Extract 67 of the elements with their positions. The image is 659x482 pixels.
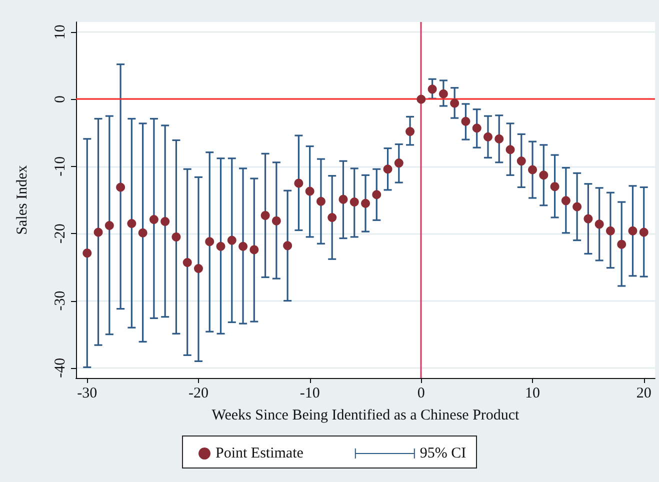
- point: [82, 248, 92, 258]
- point: [550, 182, 560, 192]
- y-tick-label: 0: [52, 95, 68, 103]
- point: [594, 220, 604, 229]
- point: [472, 124, 482, 133]
- point: [428, 84, 437, 94]
- point: [238, 242, 248, 251]
- y-axis-title: Sales Index: [14, 164, 30, 235]
- point: [606, 226, 615, 236]
- y-tick-label: -20: [52, 224, 68, 244]
- point: [406, 126, 415, 136]
- point: [182, 258, 192, 267]
- x-axis-title: Weeks Since Being Identified as a Chinese Product: [212, 408, 520, 424]
- point: [483, 132, 492, 142]
- point: [394, 158, 404, 168]
- y-tick-label: -30: [52, 290, 68, 311]
- point: [438, 89, 448, 98]
- x-tick-label: 20: [636, 386, 652, 402]
- y-tick-label: -40: [52, 358, 68, 378]
- point: [494, 134, 504, 144]
- point: [617, 240, 626, 249]
- point: [149, 214, 158, 224]
- x-tick-label: -10: [300, 386, 320, 402]
- point: [260, 210, 270, 220]
- point: [283, 241, 292, 250]
- point: [383, 164, 392, 174]
- x-tick-label: -20: [188, 386, 208, 402]
- point: [272, 216, 281, 226]
- point: [628, 226, 638, 236]
- point: [461, 116, 470, 126]
- point: [372, 190, 382, 200]
- point: [316, 196, 326, 206]
- x-tick-label: 0: [417, 386, 425, 402]
- point: [216, 242, 226, 251]
- point: [94, 228, 103, 237]
- y-tick-label: 10: [52, 24, 68, 40]
- point: [450, 98, 460, 108]
- point: [328, 212, 337, 222]
- point: [528, 165, 538, 174]
- point: [194, 264, 203, 274]
- point: [127, 219, 136, 228]
- point: [350, 198, 359, 207]
- point: [561, 196, 570, 206]
- legend-label: Point Estimate: [216, 446, 304, 462]
- text: 95% CI: [420, 446, 466, 462]
- point: [506, 145, 515, 154]
- point: [584, 214, 593, 224]
- point: [361, 198, 370, 208]
- point: [205, 237, 214, 246]
- point: [639, 228, 648, 237]
- point: [172, 232, 181, 242]
- point: [250, 245, 259, 254]
- point: [572, 202, 582, 212]
- y-tick-label: -10: [52, 156, 68, 176]
- point: [227, 236, 236, 245]
- point: [104, 221, 114, 230]
- x-tick-label: -30: [77, 386, 98, 402]
- point: [116, 182, 126, 192]
- point: [338, 194, 348, 204]
- point: [539, 170, 548, 180]
- point: [516, 156, 526, 166]
- point: [294, 178, 304, 188]
- point: [416, 94, 426, 104]
- point: [305, 186, 314, 196]
- point: [160, 216, 170, 226]
- point: [138, 228, 148, 238]
- x-tick-label: 10: [525, 386, 540, 402]
